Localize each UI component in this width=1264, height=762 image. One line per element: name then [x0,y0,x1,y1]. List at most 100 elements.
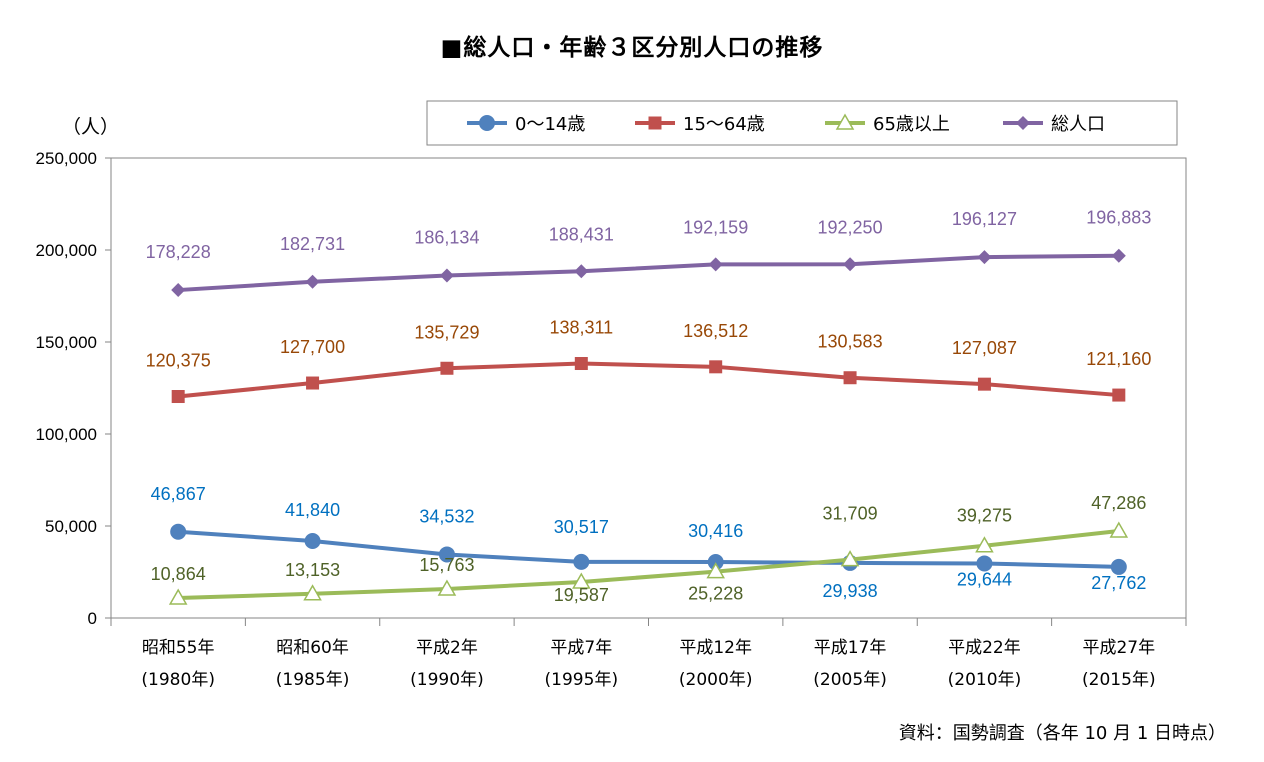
x-category-label: 昭和60年 [276,638,349,658]
data-point-marker [1110,558,1127,575]
data-point-marker [305,274,320,289]
data-point-marker [574,264,589,279]
data-label: 39,275 [957,506,1012,526]
x-category-year-label: (1995年) [545,670,619,690]
series-line [178,529,1119,569]
data-point-marker [708,257,723,272]
data-label: 30,517 [554,517,609,537]
data-label: 10,864 [151,564,206,584]
data-label: 138,311 [549,318,613,338]
data-label: 178,228 [146,242,211,262]
data-label: 46,867 [151,484,206,504]
data-label: 186,134 [414,228,479,248]
y-tick-label: 150,000 [36,333,97,352]
data-label: 47,286 [1091,493,1146,513]
series-line [178,529,1120,601]
x-category-year-label: (2015年) [1082,670,1156,690]
data-label: 30,416 [688,521,743,541]
data-label: 13,153 [285,560,340,580]
data-label: 188,431 [549,224,614,244]
y-tick-label: 250,000 [36,149,97,168]
data-label: 120,375 [146,351,211,371]
data-label: 130,583 [818,332,883,352]
x-category-year-label: (2005年) [813,670,887,690]
series-line [177,361,1119,399]
legend-label: 65歳以上 [873,114,950,135]
chart-title: ■総人口・年齢３区分別人口の推移 [440,35,824,61]
x-category-year-label: (2010年) [948,670,1022,690]
data-point-marker [977,377,991,391]
source-note: 資料：国勢調査（各年 10 月 1 日時点） [898,723,1226,744]
x-category-label: 平成22年 [948,638,1021,658]
data-point-marker [573,553,590,570]
x-category-label: 平成17年 [814,638,887,658]
data-label: 41,840 [285,500,340,520]
legend-marker [479,115,495,131]
data-label: 127,087 [952,338,1017,358]
x-category-year-label: (1990年) [410,670,484,690]
data-label: 192,250 [818,217,883,237]
data-label: 25,228 [688,584,743,604]
data-point-marker [574,357,588,371]
data-label: 127,700 [280,337,345,357]
data-point-marker [306,376,320,390]
data-point-marker [440,361,454,375]
data-point-marker [438,546,455,563]
data-point-marker [709,360,723,374]
data-point-marker [168,588,188,605]
data-label: 15,763 [419,555,474,575]
data-label: 27,762 [1091,573,1146,593]
data-label: 196,883 [1086,208,1151,228]
data-point-marker [1111,248,1126,263]
data-label: 29,938 [823,581,878,601]
data-label: 121,160 [1086,349,1151,369]
legend-label: 0～14歳 [515,114,585,135]
data-point-marker [1109,521,1129,538]
data-point-marker [976,555,993,572]
x-category-label: 平成27年 [1082,638,1155,658]
data-point-marker [572,572,591,589]
data-point-marker [304,533,321,550]
legend-label: 15～64歳 [683,114,765,135]
data-point-marker [840,550,860,567]
data-point-marker [977,250,992,265]
data-point-marker [975,536,994,553]
data-label: 31,709 [823,504,878,524]
data-label: 135,729 [414,322,479,342]
data-point-marker [843,371,857,385]
y-tick-label: 50,000 [45,517,97,536]
x-category-year-label: (2000年) [679,670,753,690]
series-line [178,253,1119,293]
data-label: 29,644 [957,569,1012,589]
x-category-label: 平成12年 [679,638,752,658]
y-axis-unit-label: （人） [62,116,120,138]
data-point-marker [437,579,457,596]
data-point-marker [439,268,454,283]
data-point-marker [843,257,858,272]
legend-frame [426,100,1178,146]
legend-marker [1016,116,1030,130]
legend-marker [835,113,855,130]
data-point-marker [303,584,322,601]
data-label: 196,127 [952,209,1017,229]
legend-marker [648,116,662,130]
x-category-label: 平成2年 [416,638,478,658]
data-point-marker [170,523,187,540]
y-tick-label: 200,000 [36,241,97,260]
data-label: 19,587 [554,585,609,605]
data-point-marker [1112,388,1126,402]
y-tick-label: 100,000 [36,425,97,444]
x-category-year-label: (1980年) [141,670,215,690]
data-label: 182,731 [280,234,345,254]
legend-label: 総人口 [1051,114,1105,135]
data-point-marker [171,390,185,404]
data-point-marker [706,562,725,579]
data-label: 34,532 [419,506,474,526]
x-category-label: 平成7年 [550,638,612,658]
data-point-marker [171,283,186,298]
x-category-year-label: (1985年) [276,670,350,690]
data-label: 136,512 [683,321,748,341]
x-category-label: 昭和55年 [142,638,215,658]
data-label: 192,159 [683,217,748,237]
